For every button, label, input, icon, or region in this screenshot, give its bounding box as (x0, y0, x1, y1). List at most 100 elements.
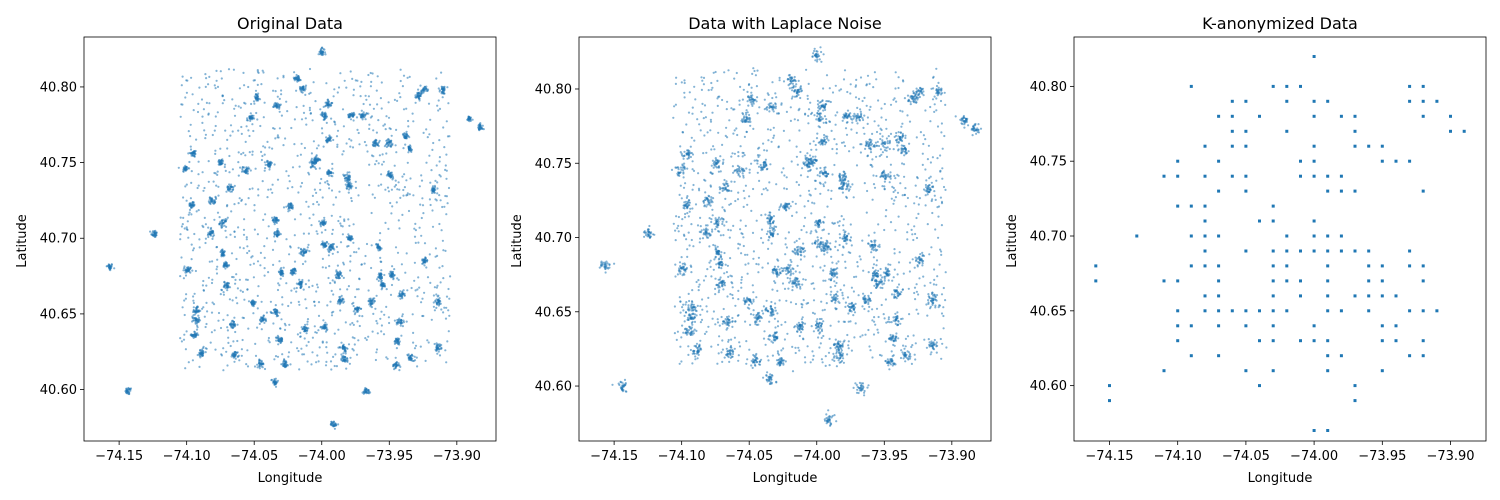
data-point (207, 180, 210, 183)
data-point (388, 127, 391, 130)
data-point (407, 119, 410, 123)
data-point (304, 117, 307, 120)
data-point (719, 218, 722, 221)
data-point (225, 350, 228, 353)
data-point (365, 242, 369, 246)
data-point (289, 269, 293, 272)
data-point (340, 341, 343, 344)
data-point (377, 119, 380, 122)
data-point (402, 188, 405, 192)
data-point (277, 343, 280, 346)
data-point (437, 299, 440, 302)
data-point (273, 378, 276, 381)
data-point (717, 258, 721, 261)
data-point (263, 321, 266, 324)
data-point (727, 318, 730, 321)
data-point (407, 209, 411, 213)
data-point (242, 247, 245, 250)
data-point (723, 272, 726, 275)
data-point (408, 193, 411, 196)
data-point (316, 159, 319, 162)
data-point (714, 277, 717, 280)
data-point (197, 173, 200, 176)
data-point (444, 164, 447, 167)
data-point (385, 152, 388, 155)
data-point (774, 102, 777, 105)
data-point (332, 242, 335, 246)
data-point (407, 125, 410, 128)
data-point (323, 221, 326, 224)
data-point (337, 328, 340, 331)
data-point (285, 170, 288, 173)
data-point (397, 181, 400, 184)
data-point (304, 298, 307, 301)
data-point (179, 216, 182, 219)
data-point (389, 270, 392, 273)
data-point (426, 276, 430, 279)
data-point (277, 219, 280, 222)
data-point (351, 77, 354, 80)
data-point (402, 289, 405, 292)
data-point (267, 188, 270, 191)
data-point (210, 226, 213, 230)
data-point (260, 365, 263, 368)
data-point (689, 332, 692, 335)
data-point (433, 342, 436, 346)
data-point (228, 171, 231, 174)
data-point (416, 365, 419, 368)
data-point (188, 208, 192, 211)
data-point (301, 253, 304, 256)
data-point (687, 215, 690, 218)
x-tick-label: −74.10 (163, 449, 211, 464)
data-point (684, 303, 687, 306)
data-point (340, 224, 343, 227)
data-point (202, 306, 205, 309)
data-point (687, 151, 690, 154)
data-point (288, 253, 291, 256)
data-point (717, 220, 720, 223)
data-point (301, 327, 304, 331)
data-point (358, 277, 361, 280)
data-point (278, 105, 281, 109)
data-point (716, 226, 719, 229)
data-point (714, 157, 717, 160)
data-point (255, 97, 258, 100)
data-point (719, 187, 722, 190)
data-point (299, 280, 302, 283)
data-point (280, 266, 283, 270)
data-point (377, 162, 380, 165)
data-point (758, 320, 761, 323)
data-point (181, 223, 184, 226)
data-point (225, 225, 228, 228)
data-point (231, 352, 234, 355)
data-point (750, 91, 753, 94)
data-point (601, 264, 604, 267)
data-point (252, 114, 255, 117)
data-point (222, 264, 225, 267)
y-tick-label: 40.60 (535, 380, 572, 395)
data-point (240, 132, 243, 135)
data-point (197, 316, 201, 319)
data-point (682, 309, 685, 312)
data-point (274, 385, 278, 388)
data-point (277, 136, 280, 139)
data-point (267, 339, 270, 342)
data-point (418, 185, 421, 188)
data-point (316, 232, 319, 235)
data-point (358, 143, 361, 146)
data-point (415, 356, 418, 359)
data-point (734, 320, 737, 323)
data-point (231, 299, 234, 302)
data-point (287, 208, 290, 211)
data-point (798, 271, 801, 274)
data-point (220, 289, 223, 292)
data-point (737, 354, 740, 357)
data-point (330, 420, 333, 423)
data-point (258, 359, 261, 362)
data-point (218, 223, 221, 226)
data-point (346, 347, 349, 350)
data-point (155, 234, 158, 237)
data-point (320, 127, 324, 130)
data-point (756, 313, 760, 316)
data-point (337, 423, 340, 426)
